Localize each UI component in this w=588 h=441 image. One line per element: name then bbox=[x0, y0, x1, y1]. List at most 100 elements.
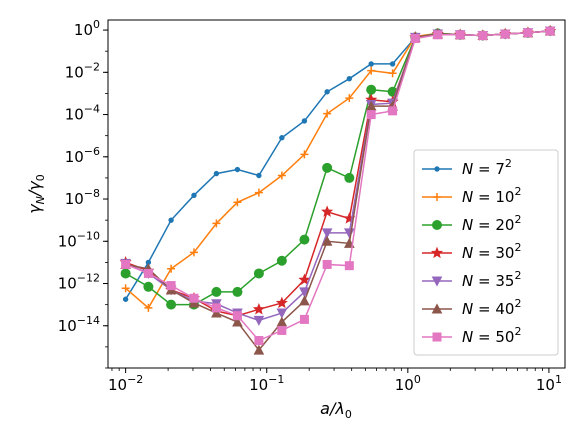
data-point bbox=[410, 33, 420, 43]
data-point bbox=[301, 118, 308, 124]
data-point bbox=[167, 264, 176, 273]
data-point bbox=[253, 344, 265, 355]
y-tick-label: 10−12 bbox=[58, 272, 100, 293]
legend-label: N = 402 bbox=[462, 297, 521, 318]
legend: N = 72 N = 102 N = 202 N = 302 N = 352 N = 40… bbox=[413, 149, 559, 356]
legend-label: N = 202 bbox=[462, 213, 521, 234]
x-tick-label: 10−1 bbox=[249, 373, 284, 394]
data-point bbox=[500, 29, 510, 39]
y-tick-label: 10−10 bbox=[58, 229, 100, 250]
data-point bbox=[455, 30, 465, 40]
y-tick-label: 10−6 bbox=[65, 145, 100, 166]
data-point bbox=[191, 192, 197, 199]
x-axis-label: a/λ0 bbox=[320, 399, 352, 421]
legend-item: N = 202 bbox=[422, 213, 521, 234]
legend-item: N = 102 bbox=[422, 185, 521, 206]
data-point bbox=[254, 188, 263, 197]
data-point bbox=[478, 31, 488, 41]
data-point bbox=[388, 69, 397, 78]
data-point bbox=[299, 287, 310, 298]
legend-box bbox=[413, 149, 559, 356]
data-point bbox=[367, 66, 376, 75]
legend-item: N = 502 bbox=[422, 325, 521, 346]
data-point bbox=[122, 296, 129, 302]
data-point bbox=[254, 336, 264, 346]
y-tick-label: 10−8 bbox=[65, 187, 100, 208]
data-point bbox=[212, 219, 221, 228]
data-point bbox=[121, 259, 131, 269]
data-point bbox=[211, 307, 222, 318]
x-tick-label: 10−2 bbox=[108, 373, 143, 394]
data-point bbox=[324, 89, 330, 95]
data-point bbox=[232, 316, 243, 327]
x-tick-label: 101 bbox=[536, 373, 562, 394]
data-point bbox=[300, 150, 309, 159]
legend-marker bbox=[430, 246, 444, 259]
legend-marker bbox=[432, 220, 442, 230]
legend-marker bbox=[431, 303, 443, 314]
data-point bbox=[253, 315, 265, 326]
data-point bbox=[344, 172, 355, 183]
data-point bbox=[256, 172, 262, 179]
data-point bbox=[121, 284, 130, 293]
data-point bbox=[279, 135, 285, 141]
series-layer bbox=[119, 24, 557, 355]
data-point bbox=[252, 302, 265, 315]
legend-item: N = 302 bbox=[422, 241, 521, 262]
data-point bbox=[253, 268, 264, 279]
legend-marker bbox=[433, 193, 441, 201]
data-point bbox=[277, 171, 286, 180]
data-point bbox=[321, 205, 334, 217]
legend-label: N = 352 bbox=[462, 269, 521, 290]
y-axis: 100 10−2 10−4 10−6 10−8 10−10 10−12 10−14 bbox=[58, 18, 108, 369]
data-point bbox=[166, 281, 176, 291]
data-point bbox=[299, 314, 309, 324]
data-point bbox=[345, 94, 354, 103]
data-point bbox=[213, 170, 220, 177]
data-point bbox=[322, 162, 333, 173]
x-axis: 10−2 10−1 100 101 bbox=[108, 368, 562, 394]
data-point bbox=[143, 281, 154, 292]
data-point bbox=[166, 299, 177, 310]
legend-label: N = 302 bbox=[462, 241, 521, 262]
data-point bbox=[321, 235, 333, 246]
data-point bbox=[276, 255, 287, 266]
legend-item: N = 72 bbox=[422, 157, 512, 178]
legend-label: N = 102 bbox=[462, 185, 521, 206]
data-point bbox=[545, 26, 555, 36]
data-point bbox=[234, 166, 241, 173]
data-point bbox=[189, 248, 198, 257]
data-point bbox=[211, 303, 221, 313]
series-7 bbox=[121, 26, 555, 346]
data-point bbox=[168, 217, 174, 223]
data-point bbox=[120, 268, 131, 279]
legend-marker bbox=[432, 332, 442, 342]
data-point bbox=[143, 268, 153, 278]
legend-item: N = 402 bbox=[422, 297, 521, 318]
data-point bbox=[321, 228, 333, 239]
data-point bbox=[433, 30, 443, 40]
legend-label: N = 502 bbox=[462, 325, 521, 346]
data-point bbox=[211, 286, 222, 297]
data-point bbox=[298, 273, 311, 285]
data-point bbox=[144, 303, 153, 312]
data-point bbox=[346, 75, 353, 82]
data-point bbox=[299, 234, 310, 245]
data-point bbox=[232, 286, 243, 297]
y-tick-label: 10−2 bbox=[65, 60, 100, 81]
legend-label: N = 72 bbox=[462, 157, 512, 178]
y-axis-label: γN/γ0 bbox=[25, 174, 47, 214]
data-point bbox=[232, 311, 242, 321]
y-tick-label: 10−4 bbox=[65, 103, 100, 124]
data-point bbox=[299, 295, 310, 306]
data-point bbox=[388, 106, 398, 116]
plot-frame bbox=[107, 19, 566, 369]
data-point bbox=[366, 84, 377, 95]
data-point bbox=[368, 61, 374, 67]
y-tick-label: 10−14 bbox=[58, 314, 100, 335]
data-point bbox=[344, 261, 354, 271]
data-point bbox=[189, 293, 199, 303]
x-tick-label: 100 bbox=[395, 373, 421, 394]
data-point bbox=[277, 325, 287, 335]
